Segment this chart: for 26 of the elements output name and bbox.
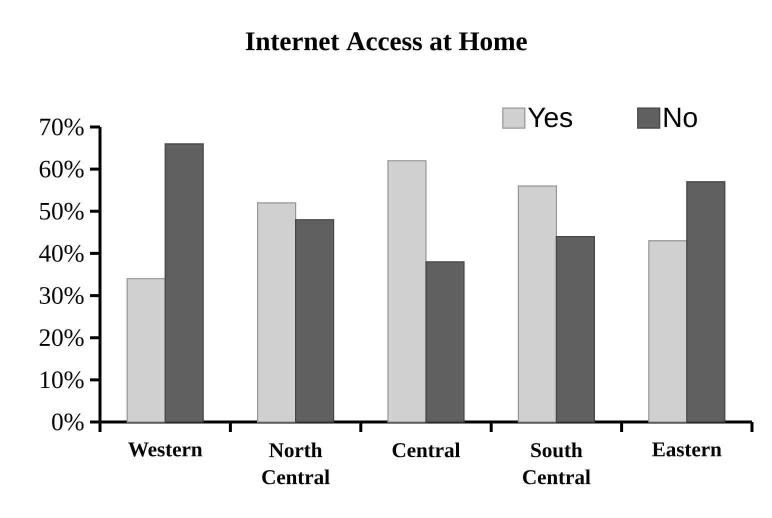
legend-label: Yes (528, 108, 572, 128)
bar (518, 185, 557, 423)
y-tick-label: 0% (52, 414, 84, 430)
x-tick-label: Central (392, 442, 460, 458)
bar (648, 240, 688, 423)
bar (425, 261, 465, 423)
y-tick-label: 70% (40, 118, 84, 136)
x-tick-label: North Central (262, 442, 330, 484)
bar (257, 202, 296, 423)
bar (164, 143, 204, 423)
x-tick-label: Western (128, 442, 202, 457)
bar (387, 160, 427, 423)
y-tick-label: 30% (40, 287, 84, 304)
y-tick-label: 50% (40, 202, 84, 220)
bar (126, 278, 166, 423)
bar (686, 181, 726, 423)
x-tick-label: South Central (523, 442, 590, 484)
legend-label: No (664, 108, 697, 128)
chart-title: Internet Access at Home (246, 32, 527, 50)
bar (556, 236, 595, 423)
y-tick-label: 60% (40, 160, 84, 178)
y-tick-label: 10% (40, 371, 84, 388)
y-tick-label: 20% (40, 329, 84, 346)
x-tick-label: Eastern (652, 442, 722, 456)
bar (295, 219, 334, 423)
y-tick-label: 40% (39, 244, 84, 262)
